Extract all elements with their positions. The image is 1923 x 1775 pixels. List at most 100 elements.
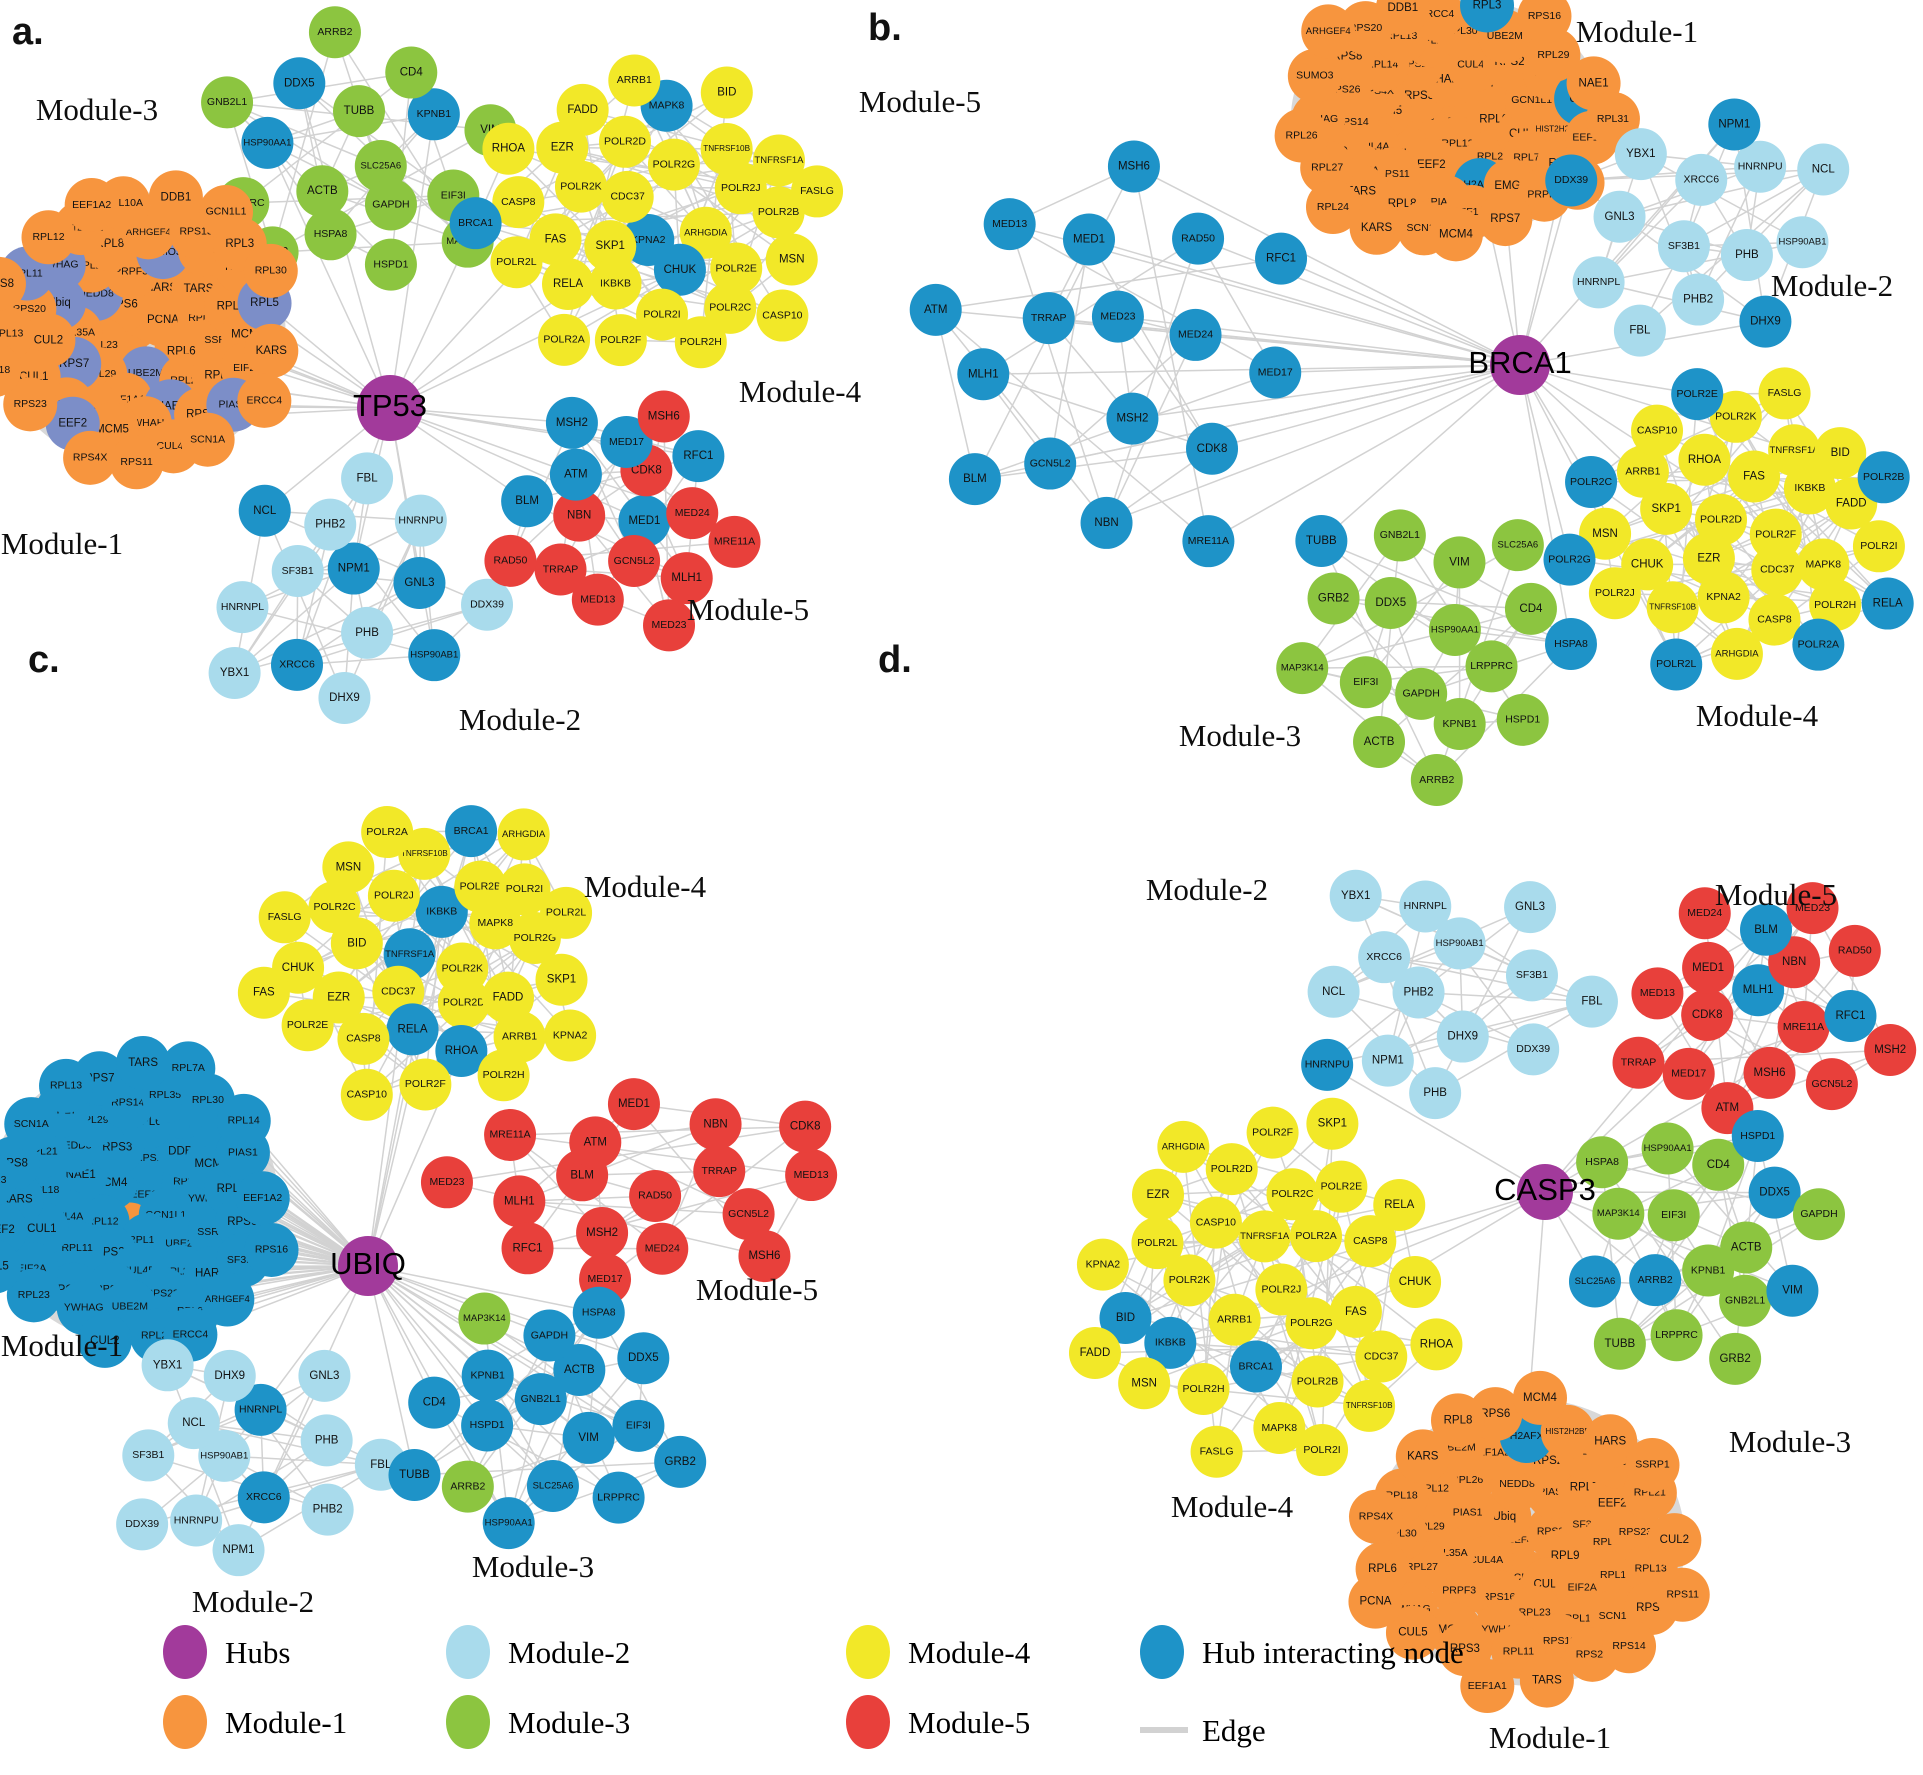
node-XRCC6: XRCC6 <box>1675 153 1728 206</box>
node-label: RFC1 <box>1266 253 1296 265</box>
node-HSPD1: HSPD1 <box>1731 1110 1784 1163</box>
node-label: EZR <box>1697 553 1720 565</box>
node-circle <box>1675 153 1728 206</box>
node-circle <box>408 1376 461 1429</box>
node-circle <box>909 283 962 336</box>
node-RPS14: RPS14 <box>1602 1619 1657 1674</box>
node-circle <box>244 323 299 378</box>
node-ARHGEF4: ARHGEF4 <box>1301 4 1356 59</box>
node-circle <box>1507 1023 1560 1076</box>
node-label: XRCC6 <box>279 659 315 671</box>
node-label: BRCA1 <box>458 217 493 229</box>
node-circle <box>1022 292 1075 345</box>
node-CDC37: CDC37 <box>1355 1330 1408 1383</box>
node-label: CASP10 <box>347 1089 387 1101</box>
node-circle <box>571 573 624 626</box>
node-MRE11A: MRE11A <box>484 1108 537 1161</box>
node-label: POLR2E <box>1676 388 1717 400</box>
node-label: MSH2 <box>556 417 588 429</box>
node-PHB2: PHB2 <box>1672 273 1725 326</box>
node-NBN: NBN <box>689 1098 742 1151</box>
node-circle <box>148 170 203 225</box>
node-circle <box>216 1093 271 1148</box>
node-circle <box>654 1435 707 1488</box>
node-label: TARS <box>184 283 214 295</box>
node-circle <box>1857 451 1910 504</box>
node-label: FADD <box>493 992 524 1004</box>
node-circle <box>63 430 118 485</box>
node-circle <box>1344 1215 1397 1268</box>
node-circle <box>6 1268 61 1323</box>
node-MSH2: MSH2 <box>576 1207 629 1260</box>
node-circle <box>1358 931 1411 984</box>
node-circle <box>1678 433 1731 486</box>
node-label: IKBKB <box>426 906 457 918</box>
node-circle <box>1682 941 1735 994</box>
node-circle <box>523 1309 576 1362</box>
node-CHUK: CHUK <box>653 243 706 296</box>
node-label: SCN1A <box>190 433 225 445</box>
node-circle <box>1504 881 1557 934</box>
node-circle <box>608 534 661 587</box>
node-label: NCL <box>1322 986 1346 998</box>
edge <box>519 1123 716 1203</box>
node-circle <box>612 1399 665 1452</box>
node-CASP8: CASP8 <box>1748 593 1801 646</box>
node-FBL: FBL <box>1613 304 1666 357</box>
node-label: HSP90AA1 <box>243 137 291 148</box>
node-label: ARRB2 <box>317 26 352 38</box>
node-KPNB1: KPNB1 <box>407 88 460 141</box>
node-circle <box>1353 715 1406 768</box>
node-POLR2G: POLR2G <box>1285 1297 1338 1350</box>
edge <box>1105 238 1199 524</box>
edge <box>1203 1355 1382 1390</box>
node-EZR: EZR <box>1132 1168 1185 1221</box>
node-circle <box>1296 1424 1349 1477</box>
node-label: POLR2B <box>1863 471 1904 483</box>
node-SCN1A: SCN1A <box>180 412 235 467</box>
node-label: TARS <box>128 1057 158 1069</box>
node-DDB1: DDB1 <box>148 170 203 225</box>
node-circle <box>1229 1340 1282 1393</box>
node-label: RPL3 <box>225 238 254 250</box>
node-label: BID <box>1116 1312 1135 1324</box>
node-label: RHOA <box>445 1045 479 1057</box>
node-label: POLR2F <box>1755 528 1796 540</box>
edge <box>243 194 454 204</box>
node-circle <box>600 415 653 468</box>
node-POLR2C: POLR2C <box>704 281 757 334</box>
node-circle <box>399 1058 452 1111</box>
node-label: POLR2J <box>374 890 414 902</box>
node-MSH2: MSH2 <box>1864 1024 1917 1077</box>
node-label: BID <box>1831 447 1850 459</box>
node-CASP10: CASP10 <box>1189 1196 1242 1249</box>
node-label: MLH1 <box>968 368 999 380</box>
node-circle <box>408 629 461 682</box>
node-label: LRPPRC <box>597 1491 640 1503</box>
node-circle <box>544 1009 597 1062</box>
node-CASP10: CASP10 <box>340 1068 393 1121</box>
node-circle <box>1776 216 1829 269</box>
node-label: CDK8 <box>790 1121 821 1133</box>
node-label: MSH2 <box>1116 413 1148 425</box>
node-circle <box>415 885 468 938</box>
node-circle <box>1504 582 1557 635</box>
node-label: KPNB1 <box>417 108 452 120</box>
node-label: DHX9 <box>1447 1031 1478 1043</box>
node-circle <box>714 162 767 215</box>
node-label: ARRB2 <box>450 1480 485 1492</box>
node-DDX5: DDX5 <box>273 57 326 110</box>
node-POLR2L: POLR2L <box>1650 638 1703 691</box>
node-RPS23: RPS23 <box>3 377 58 432</box>
node-label: POLR2G <box>653 158 696 170</box>
hub-edge <box>1132 364 1521 420</box>
edge <box>242 71 412 204</box>
node-circle <box>553 489 606 542</box>
node-CDK8: CDK8 <box>779 1100 832 1153</box>
node-KPNB1: KPNB1 <box>461 1349 514 1402</box>
node-label: ARRB1 <box>1217 1314 1252 1326</box>
node-label: MED1 <box>1692 962 1724 974</box>
node-CHUK: CHUK <box>1389 1255 1442 1308</box>
node-GCN5L2: GCN5L2 <box>722 1188 775 1241</box>
node-circle <box>180 412 235 467</box>
